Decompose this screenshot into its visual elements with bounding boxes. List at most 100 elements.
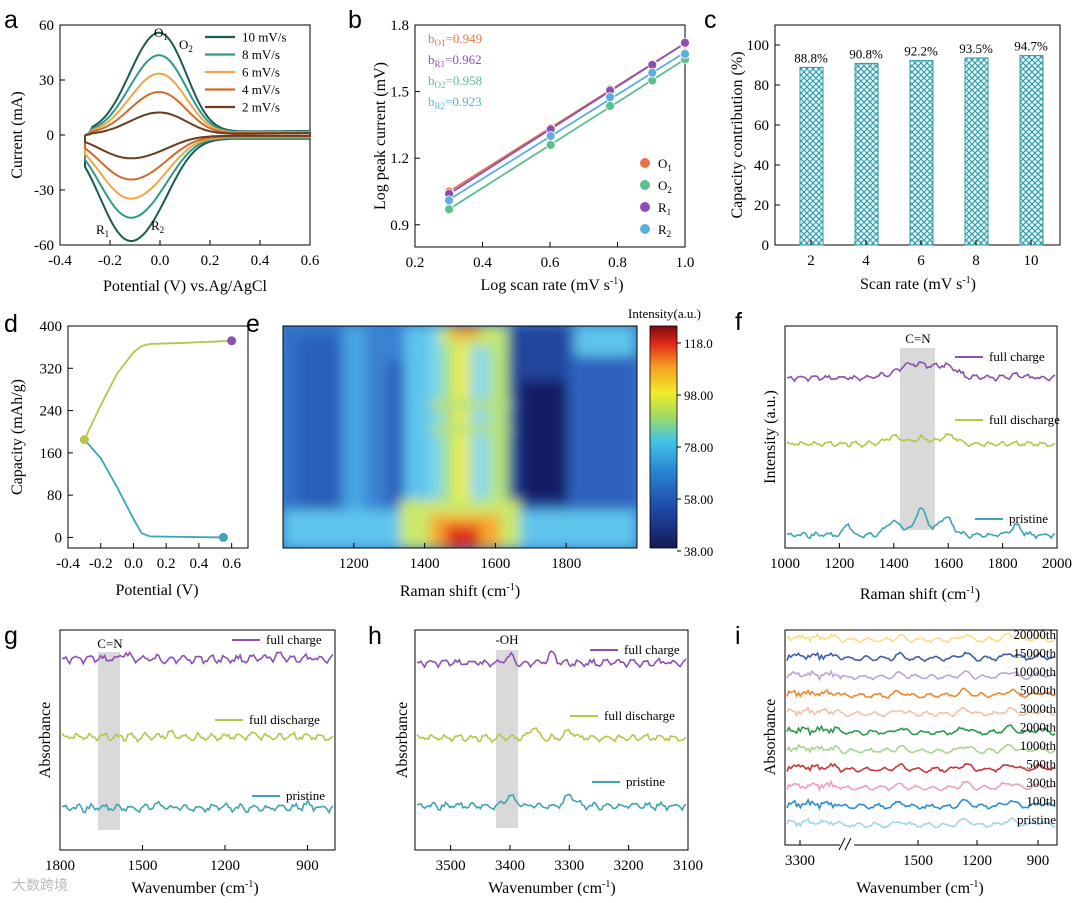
panel-a-cv-curves: -0.4 -0.2 0.0 0.2 0.4 0.6 -60 -30 0 30 60 10 mV/s 8… (9, 18, 320, 295)
panel-a-ytick-label: 60 (39, 18, 54, 34)
panel-d-ytick-label: 320 (40, 361, 63, 377)
panel-d-ytick-label: 0 (55, 530, 63, 546)
legend-entry: pristine (626, 774, 665, 789)
colorbar-tick-label: 118.0 (684, 336, 713, 351)
panel-h-xlabel: Wavenumber (cm-1) (488, 879, 615, 897)
cycle-spectrum (786, 705, 1056, 718)
ph-xtick-label: 3500 (436, 858, 466, 874)
panel-a-ticks: -0.4 -0.2 0.0 0.2 0.4 0.6 -60 -30 0 30 60 (34, 18, 320, 269)
spectrum-full-charge (786, 361, 1056, 383)
colorbar-title: Intensity(a.u.) (628, 306, 701, 321)
panel-f-xtick-label: 1400 (879, 556, 909, 572)
panel-i-ticks: 3300 1500 1200 900 (785, 840, 1049, 869)
b-value-label: bO2=0.958 (428, 73, 482, 90)
ph-xtick-label: 3200 (614, 858, 644, 874)
data-point (647, 67, 658, 78)
panel-i-xtick-label: 1200 (962, 853, 992, 869)
cycle-label: 3000th (1020, 701, 1057, 716)
panel-label-g: g (4, 622, 18, 650)
peak-label-r2: R2 (151, 218, 164, 235)
ph-xtick-label: 3100 (673, 858, 703, 874)
panel-c-xtick-label: 4 (862, 253, 870, 269)
cycle-label: 10000th (1013, 664, 1056, 679)
data-point (444, 204, 454, 215)
colorbar-ticks: 118.0 98.00 78.00 58.00 38.00 (677, 336, 713, 559)
panel-b-ytick-label: 1.8 (390, 18, 409, 34)
panel-f-ylabel: Intensity (a.u.) (762, 390, 779, 484)
panel-g-ylabel: Absorbance (37, 702, 54, 778)
panel-f-xtick-label: 1200 (824, 556, 854, 572)
panel-d-xtick-label: 0.2 (157, 556, 176, 572)
colorbar-tick-label: 38.00 (684, 544, 713, 559)
cycle-spectrum (786, 779, 1056, 792)
colorbar (649, 325, 678, 549)
capacity-curve-charge (83, 339, 232, 441)
panel-d-xtick-label: 0.4 (190, 556, 209, 572)
axis-break-icon (838, 837, 852, 851)
panel-d-ticks: -0.4 -0.2 0.0 0.2 0.4 0.6 0 80 160 240 320 400 (40, 319, 242, 572)
panel-d-xtick-label: -0.2 (89, 556, 113, 572)
spectrum-pristine (61, 798, 334, 815)
panel-label-i: i (735, 622, 741, 650)
endpoint-marker (79, 435, 89, 445)
panel-d-ytick-label: 80 (47, 488, 62, 504)
panel-h-ticks: 3500 3400 3300 3200 3100 (436, 845, 703, 874)
cycle-spectrum (786, 724, 1056, 737)
cycle-label: 500th (1026, 757, 1056, 772)
panel-g-curves: full charge full discharge pristine (61, 632, 334, 815)
panel-a-xtick-label: 0.2 (201, 253, 220, 269)
panel-h-frame (414, 629, 689, 851)
ph-xtick-label: 3400 (495, 858, 525, 874)
legend-entry: pristine (286, 788, 325, 803)
panel-b-ytick-label: 1.2 (390, 151, 409, 167)
legend-entry: 2 mV/s (242, 100, 280, 115)
panel-g-xtick-label: 1500 (128, 858, 158, 874)
panel-c-xtick-label: 8 (972, 253, 980, 269)
bar-value-label: 94.7% (1014, 39, 1048, 54)
panel-d-capacity-plot: -0.4 -0.2 0.0 0.2 0.4 0.6 0 80 160 240 320 400 Pote… (9, 319, 249, 599)
fit-line-R1 (448, 42, 686, 195)
panel-e-frame (282, 325, 638, 549)
panel-d-xtick-label: 0.0 (124, 556, 143, 572)
panel-c-bar-chart: 88.8% 90.8% 92.2% 93.5% 94.7% 2 4 6 8 1002040608… (729, 24, 1061, 293)
panel-g-xlabel: Wavenumber (cm-1) (131, 879, 258, 897)
spectrum-full-discharge (61, 729, 334, 744)
cycle-spectrum (786, 762, 1056, 774)
panel-a-xtick-label: 0.6 (301, 253, 320, 269)
legend-entry: R2 (658, 222, 671, 239)
panel-b-xtick-label: 0.8 (608, 255, 627, 271)
panel-a-xtick-label: 0.0 (151, 253, 170, 269)
cycle-label: 20000th (1013, 627, 1056, 642)
panel-b-ytick-label: 1.5 (390, 85, 409, 101)
cycle-label: 100th (1026, 794, 1056, 809)
panel-b-ytick-label: 0.9 (390, 218, 409, 234)
cycle-label: pristine (1017, 812, 1056, 827)
colorbar-tick-label: 78.00 (684, 440, 713, 455)
panel-b-b-values: bO1=0.949 bR1=0.962 bO2=0.958 bR2=0.923 (428, 31, 482, 111)
panel-a-ytick-label: -60 (34, 238, 54, 254)
cycle-spectrum (786, 817, 1055, 829)
panel-d-ytick-label: 160 (40, 446, 63, 462)
b-value-label: bR1=0.962 (428, 52, 482, 69)
legend-marker (640, 180, 650, 190)
cycle-spectrum (786, 743, 1056, 755)
panel-b-xtick-label: 0.2 (406, 255, 425, 271)
bar-value-label: 92.2% (904, 44, 938, 59)
panel-c-xtick-label: 6 (917, 253, 925, 269)
panel-a-ytick-label: -30 (34, 183, 54, 199)
bar (1019, 55, 1044, 246)
cycle-label: 2000th (1020, 720, 1057, 735)
panel-g-xtick-label: 900 (296, 858, 319, 874)
panel-d-ylabel: Capacity (mAh/g) (9, 379, 26, 495)
panel-label-h: h (368, 622, 382, 650)
panel-i-xtick-label: 1500 (903, 853, 933, 869)
legend-entry: full discharge (989, 412, 1060, 427)
panel-g-ticks: 1800 1500 1200 900 (45, 845, 319, 874)
panel-e-xtick-label: 1400 (410, 556, 440, 572)
panel-label-a: a (4, 6, 18, 34)
spectrum-pristine (416, 793, 687, 812)
peak-label-o1: O1 (154, 25, 168, 42)
panel-h-band-label: -OH (495, 632, 518, 647)
panel-h-curves: full charge full discharge pristine (416, 642, 687, 812)
